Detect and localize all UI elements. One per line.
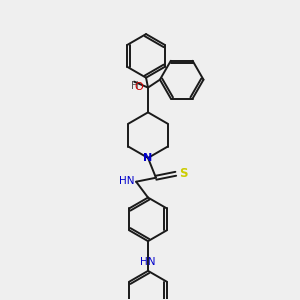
Text: N: N bbox=[143, 153, 153, 163]
Text: H: H bbox=[131, 81, 139, 91]
Text: HN: HN bbox=[140, 257, 156, 267]
Text: HN: HN bbox=[118, 176, 134, 186]
Text: S: S bbox=[179, 167, 187, 180]
Text: O: O bbox=[134, 82, 143, 92]
